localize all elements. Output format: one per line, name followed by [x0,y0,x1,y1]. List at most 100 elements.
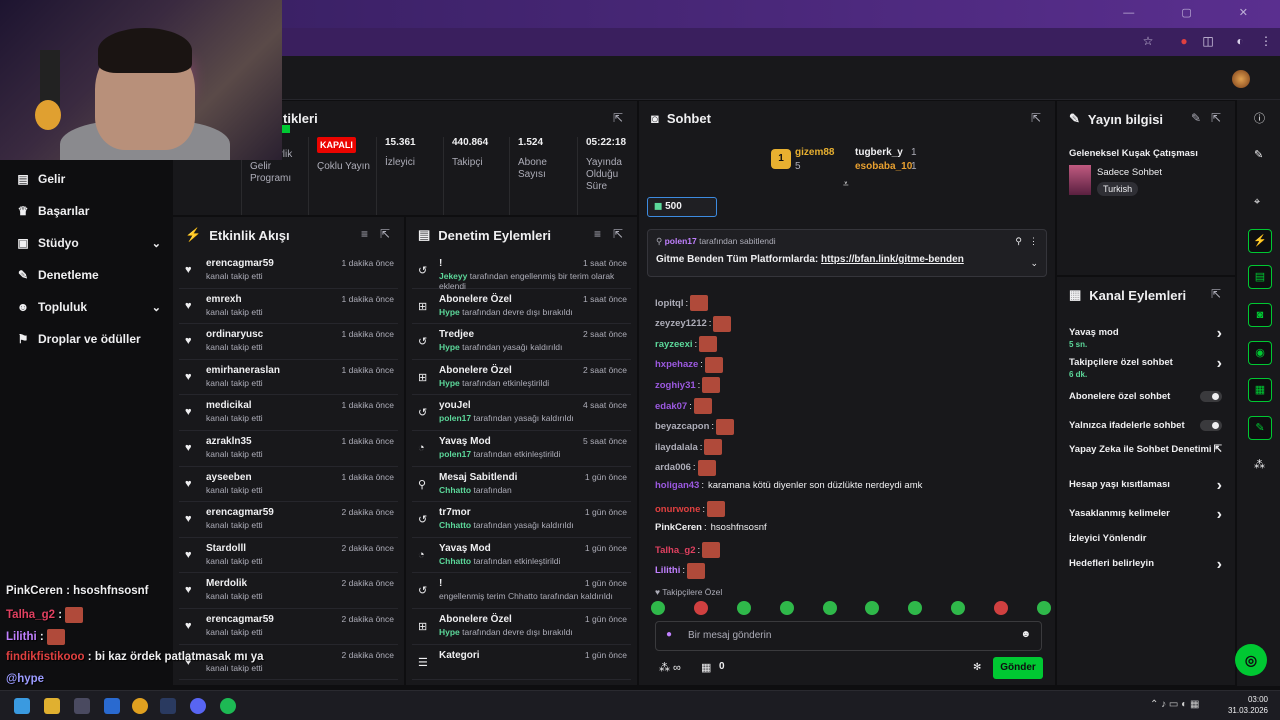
chat-username[interactable]: onurwone [655,503,701,515]
document-icon[interactable]: ▤ [1248,265,1272,289]
list-item[interactable]: ♥ emrexh kanalı takip etti 1 dakika önce [179,289,398,325]
address-bar[interactable]: ☆ ● ◫ ◐ ⋮ [282,28,1280,56]
emote[interactable] [865,601,880,615]
list-item[interactable]: ♥ emirhaneraslan kanalı takip etti 1 dakika… [179,360,398,396]
emote-bar[interactable] [651,601,1051,617]
moderator-name[interactable]: Chhatto [439,520,472,531]
outlook-icon[interactable] [104,698,120,714]
popout-icon[interactable]: ⇱ [1210,111,1221,125]
popout-icon[interactable]: ⇱ [612,111,623,125]
more-icon[interactable]: ⋮ [1029,236,1038,246]
channel-action-row[interactable]: Yasaklanmış kelimeler › [1069,506,1224,523]
gear-icon[interactable]: ✻ [973,662,982,673]
list-item[interactable]: ♥ ayseeben kanalı takip etti 1 dakika önce [179,467,398,503]
popout-icon[interactable]: ⇱ [1210,287,1221,301]
chat-input[interactable]: ● Bir mesaj gönderin ☻ [655,621,1042,651]
leaderboard[interactable]: 1 gizem88 5 tugberk_y 1 esobaba_10 1 [769,143,939,179]
external-link-icon[interactable]: ⇱ [1213,444,1222,455]
list-item[interactable]: ↺ tr7mor Chhatto tarafından yasağı kaldırı… [412,502,631,538]
sidebar-item-2[interactable]: ▣ Stüdyo ⌄ [16,236,161,250]
list-item[interactable]: ♥ erencagmar59 kanalı takip etti 2 dakika ö… [179,609,398,645]
filter-icon[interactable]: ≡ [360,227,368,241]
list-item[interactable]: ♥ erencagmar59 kanalı takip etti 2 dakika ö… [179,502,398,538]
chat-username[interactable]: rayzeexi [655,338,693,350]
channel-action-row[interactable]: Yavaş mod 5 sn. › [1069,325,1224,349]
toggle-switch[interactable] [1200,391,1222,402]
channel-points-icon[interactable]: ▦ [701,662,712,674]
edit-icon[interactable]: ✎ [1254,149,1264,161]
channel-action-row[interactable]: Hedefleri belirleyin › [1069,556,1224,573]
list-item[interactable]: ◔ Yavaş Mod polen17 tarafından etkinleştir… [412,431,631,467]
list-item[interactable]: ♥ azrakln35 kanalı takip etti 1 dakika önce [179,431,398,467]
chevron-down-icon[interactable]: ⌄ [151,301,161,314]
popout-icon[interactable]: ⇱ [612,227,623,241]
emote[interactable] [779,601,794,615]
chevron-down-icon[interactable]: ⌄ [151,237,161,250]
profile-icon[interactable]: ◐ [1236,34,1244,48]
tag-pill[interactable]: Turkish [1097,182,1139,196]
moderator-name[interactable]: polen17 [439,413,472,424]
chat-username[interactable]: Lilithi [655,565,681,577]
channel-action-row[interactable]: Yalnızca ifadelerle sohbet [1069,420,1224,431]
windows-start-icon[interactable] [14,698,30,714]
file-explorer-icon[interactable] [44,698,60,714]
channel-action-row[interactable]: Yapay Zeka ile Sohbet Denetimi ⇱ [1069,444,1224,455]
chat-username[interactable]: zeyzey1212 [655,318,707,330]
discord-icon[interactable] [190,698,206,714]
list-item[interactable]: ♥ Stardolll kanalı takip etti 2 dakika önce [179,538,398,574]
expand-chevron-icon[interactable]: ⩡ [843,179,849,190]
help-button[interactable]: ◎ [1235,644,1267,676]
window-controls[interactable]: — ▢ ✕ [1123,7,1270,19]
wrench-icon[interactable]: ✎ [1248,416,1272,440]
bolt-icon[interactable]: ⚡ [1248,229,1272,253]
chevron-right-icon[interactable]: › [1216,506,1222,523]
actions-icon[interactable]: ▦ [1248,378,1272,402]
emote[interactable] [951,601,966,615]
chevron-right-icon[interactable]: › [1216,355,1222,372]
chat-username[interactable]: arda006 [655,462,691,474]
category-name[interactable]: Sadece Sohbet [1097,167,1162,178]
sidebar-item-3[interactable]: ✎ Denetleme [16,268,161,282]
list-item[interactable]: ⊞ Abonelere Özel Hype tarafından devre dış… [412,289,631,325]
sidebar-item-4[interactable]: ☻ Topluluk ⌄ [16,300,161,314]
emote[interactable] [908,601,923,615]
moderator-name[interactable]: Chhatto [439,555,472,566]
broadcast-icon[interactable]: ◉ [1248,341,1272,365]
steam-icon[interactable] [160,698,176,714]
list-item[interactable]: ♥ ordinaryusc kanalı takip etti 1 dakika ön… [179,324,398,360]
moderator-name[interactable]: Hype [439,626,460,637]
moderator-name[interactable]: Hype [439,306,460,317]
reward-badge[interactable]: ◼ 500 [647,197,717,217]
focus-icon[interactable]: ⌖ [1254,196,1261,208]
extensions-puzzle-icon[interactable]: ◫ [1202,34,1214,48]
list-item[interactable]: ↺! engellenmiş terim Chhatto tarafından k… [412,573,631,609]
list-item[interactable]: ↺ youJel polen17 tarafından yasağı kaldırı… [412,395,631,431]
emote[interactable] [736,601,751,615]
moderator-name[interactable]: Jekeyy [439,271,468,281]
list-item[interactable]: ♥ medicikal kanalı takip etti 1 dakika önce [179,395,398,431]
chat-username[interactable]: Talha_g2 [655,544,696,556]
chat-username[interactable]: hxpehaze [655,359,699,371]
channel-action-row[interactable]: Takipçilere özel sohbet 6 dk. › [1069,355,1224,379]
chevron-right-icon[interactable]: › [1216,325,1222,342]
kebab-menu-icon[interactable]: ⋮ [1260,34,1272,48]
add-panel-icon[interactable]: ⁂ [1254,459,1265,471]
chat-username[interactable]: zoghiy31 [655,379,696,391]
tray-icons[interactable]: ⌃ ♪ ▭ ◐ ▦ [1150,699,1200,710]
chat-bubble-icon[interactable]: ◙ [1248,303,1272,327]
store-icon[interactable] [74,698,90,714]
chat-username[interactable]: holigan43 [655,480,700,492]
popout-icon[interactable]: ⇱ [1030,111,1041,125]
list-item[interactable]: ♥ kanalı takip etti 2 dakika önce [179,645,398,681]
avatar[interactable] [1232,70,1250,88]
emote[interactable] [693,601,708,615]
sidebar-item-0[interactable]: ▤ Gelir [16,172,161,186]
popout-icon[interactable]: ⇱ [379,227,390,241]
list-item[interactable]: ↺! Jekeyy tarafından engellenmiş bir teri… [412,253,631,291]
emote[interactable] [651,601,665,615]
chat-username[interactable]: edak07 [655,400,688,412]
channel-action-row[interactable]: Hesap yaşı kısıtlaması › [1069,477,1224,494]
pinned-link[interactable]: https://bfan.link/gitme-benden [821,254,964,265]
emote[interactable] [994,601,1008,615]
list-item[interactable]: ♥ Merdolik kanalı takip etti 2 dakika önce [179,573,398,609]
